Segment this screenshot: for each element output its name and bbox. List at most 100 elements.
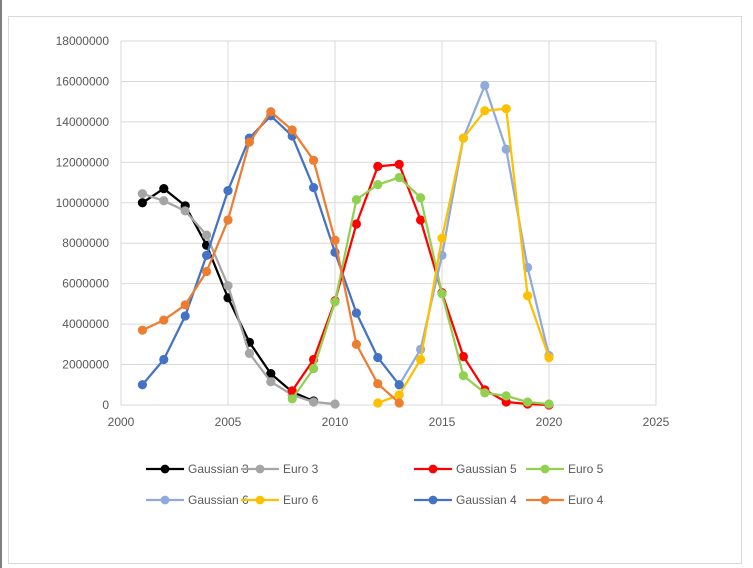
series-gaussian-6 — [394, 80, 554, 390]
data-point — [394, 380, 404, 390]
data-point — [501, 144, 511, 154]
legend-item: Gaussian 5 — [414, 462, 517, 476]
series-euro-5 — [287, 172, 554, 409]
legend-marker — [255, 464, 265, 474]
data-point — [202, 250, 212, 260]
data-point — [394, 390, 404, 400]
data-point — [137, 198, 147, 208]
legend-item: Gaussian 6 — [146, 493, 249, 507]
legend-item: Euro 6 — [241, 493, 319, 507]
data-point — [351, 195, 361, 205]
data-point — [137, 325, 147, 335]
gridlines — [120, 40, 657, 406]
data-point — [394, 172, 404, 183]
legend-label: Euro 5 — [568, 462, 604, 476]
data-point — [480, 106, 490, 116]
data-point — [180, 206, 190, 216]
legend-marker — [160, 464, 170, 474]
y-tick-label: 8000000 — [62, 236, 109, 250]
data-point — [330, 235, 340, 245]
x-axis-ticks: 2000 2005 2010 2015 2020 2025 — [108, 415, 670, 429]
y-tick-label: 0 — [102, 398, 109, 412]
data-point — [544, 352, 554, 363]
y-tick-label: 10000000 — [56, 196, 110, 210]
data-point — [137, 380, 147, 390]
data-point — [480, 388, 490, 398]
plot-series — [137, 80, 554, 410]
legend-marker — [540, 495, 550, 505]
data-point — [223, 186, 233, 196]
data-point — [309, 397, 319, 407]
series-euro-6 — [373, 104, 554, 408]
data-point — [501, 104, 511, 114]
series-line — [398, 84, 551, 386]
y-tick-label: 4000000 — [62, 317, 109, 331]
data-point — [458, 371, 468, 381]
data-point — [287, 394, 297, 404]
data-point — [287, 386, 297, 396]
data-point — [223, 281, 233, 291]
series-line — [142, 192, 336, 406]
data-point — [437, 289, 447, 299]
legend-marker — [428, 464, 438, 474]
x-tick-label: 2010 — [322, 415, 349, 429]
data-point — [394, 398, 404, 408]
data-point — [223, 215, 233, 225]
data-point — [394, 159, 404, 169]
data-point — [416, 215, 426, 225]
data-point — [244, 348, 254, 359]
legend: Gaussian 3 Euro 3 Gaussian 5 Euro 5 Gaussian… — [146, 462, 604, 507]
y-tick-label: 16000000 — [56, 74, 110, 88]
data-point — [330, 399, 340, 409]
x-tick-label: 2015 — [429, 415, 456, 429]
data-point — [458, 133, 468, 143]
data-point — [416, 354, 426, 365]
data-point — [544, 399, 554, 409]
data-point — [373, 379, 383, 389]
y-axis-ticks: 0 2000000 4000000 6000000 8000000 10000000 120… — [56, 34, 110, 412]
data-point — [266, 107, 276, 117]
legend-item: Euro 3 — [241, 462, 319, 476]
legend-label: Euro 3 — [283, 462, 319, 476]
data-point — [373, 179, 383, 190]
data-point — [458, 351, 468, 362]
data-point — [159, 196, 169, 206]
data-point — [373, 161, 383, 171]
legend-label: Gaussian 3 — [188, 462, 249, 476]
legend-item: Euro 4 — [526, 493, 604, 507]
y-tick-label: 6000000 — [62, 277, 109, 291]
data-point — [523, 291, 533, 301]
legend-marker — [540, 464, 550, 474]
data-point — [180, 300, 190, 310]
series-line — [141, 110, 400, 404]
x-tick-label: 2020 — [536, 415, 563, 429]
data-point — [202, 230, 212, 240]
series-gaussian-4 — [137, 111, 404, 390]
legend-item: Gaussian 3 — [146, 462, 249, 476]
x-tick-label: 2000 — [108, 415, 135, 429]
data-point — [266, 369, 276, 379]
legend-label: Gaussian 4 — [456, 493, 517, 507]
data-point — [373, 352, 383, 363]
y-tick-label: 12000000 — [56, 155, 110, 169]
data-point — [373, 398, 383, 408]
data-point — [437, 233, 447, 243]
data-point — [351, 339, 361, 349]
data-point — [351, 308, 361, 318]
series-euro-4 — [137, 107, 404, 408]
data-point — [501, 391, 511, 401]
data-point — [202, 266, 212, 277]
data-point — [287, 125, 297, 135]
legend-marker — [428, 495, 438, 505]
data-point — [180, 311, 190, 321]
data-point — [137, 189, 147, 199]
data-point — [523, 397, 533, 407]
legend-marker — [160, 495, 170, 505]
data-point — [351, 219, 361, 229]
data-point — [309, 155, 319, 165]
data-point — [159, 315, 169, 325]
legend-marker — [255, 495, 265, 505]
y-tick-label: 14000000 — [56, 115, 110, 129]
data-point — [480, 80, 490, 91]
